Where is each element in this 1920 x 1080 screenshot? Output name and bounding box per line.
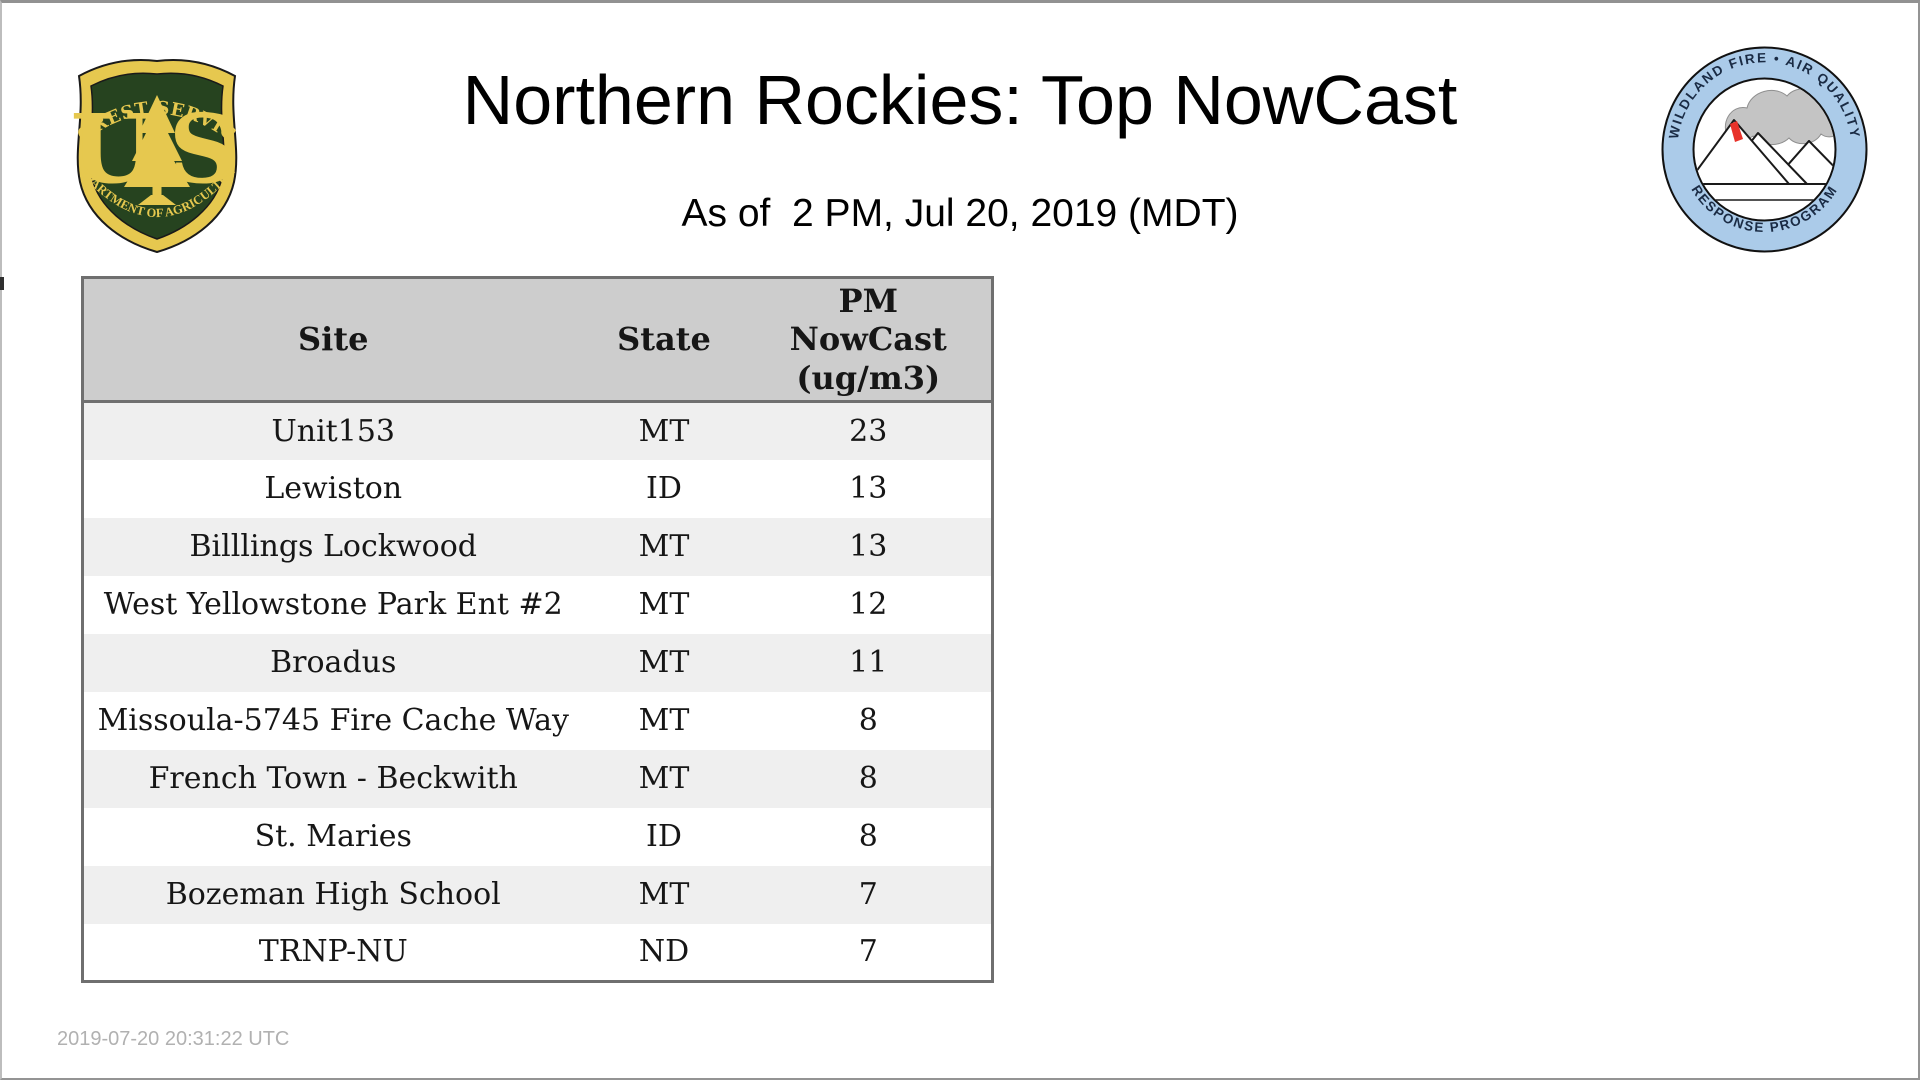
value-cell: 13 <box>849 529 888 564</box>
page-subtitle: As of 2 PM, Jul 20, 2019 (MDT) <box>681 192 1239 235</box>
value-cell: 8 <box>858 761 878 796</box>
table-row: Bozeman High School MT 7 <box>82 865 993 924</box>
page-title: Northern Rockies: Top NowCast <box>462 61 1458 139</box>
table-header: Site State PM NowCast (ug/m3) <box>82 277 993 402</box>
state-cell: MT <box>638 645 690 680</box>
table-row: West Yellowstone Park Ent #2 MT 12 <box>82 575 993 634</box>
value-cell: 8 <box>858 819 878 854</box>
site-cell: French Town - Beckwith <box>148 761 518 796</box>
generation-timestamp: 2019-07-20 20:31:22 UTC <box>57 1028 290 1050</box>
value-cell: 23 <box>849 413 888 449</box>
table-row: French Town - Beckwith MT 8 <box>82 749 993 808</box>
value-cell: 7 <box>858 934 878 970</box>
nowcast-table: Site State PM NowCast (ug/m3) Unit153 MT… <box>81 276 994 983</box>
column-header-pm-nowcast: PM NowCast (ug/m3) <box>789 281 947 397</box>
state-cell: MT <box>638 703 690 738</box>
value-cell: 12 <box>849 587 888 622</box>
value-cell: 11 <box>849 645 888 680</box>
table-row: St. Maries ID 8 <box>82 807 993 866</box>
site-cell: Bozeman High School <box>165 877 501 912</box>
state-cell: MT <box>638 761 690 796</box>
state-cell: ID <box>646 819 682 854</box>
flame-icon <box>1730 121 1743 142</box>
screen-edge-artifact <box>0 277 4 290</box>
value-cell: 13 <box>849 471 888 506</box>
value-cell: 8 <box>858 703 878 738</box>
table-row: Missoula-5745 Fire Cache Way MT 8 <box>82 691 993 750</box>
table-row: Broadus MT 11 <box>82 633 993 692</box>
table-header-row: Site State PM NowCast (ug/m3) <box>82 277 993 402</box>
site-cell: Unit153 <box>271 413 395 449</box>
site-cell: West Yellowstone Park Ent #2 <box>103 587 563 622</box>
table-row: Unit153 MT 23 <box>82 401 993 460</box>
state-cell: MT <box>638 413 690 449</box>
forest-service-logo: FOREST SERVICE U S DEPARTMENT OF AGRICUL… <box>62 45 239 254</box>
site-cell: Broadus <box>270 645 397 680</box>
state-cell: MT <box>638 529 690 564</box>
column-header-state: State <box>617 320 711 359</box>
site-cell: Lewiston <box>264 471 403 506</box>
state-cell: ID <box>646 471 682 506</box>
table-row: TRNP-NU ND 7 <box>82 923 993 982</box>
site-cell: St. Maries <box>254 819 412 854</box>
site-cell: TRNP-NU <box>258 934 408 970</box>
site-cell: Missoula-5745 Fire Cache Way <box>97 703 569 738</box>
state-cell: MT <box>638 877 690 912</box>
table-row: Billlings Lockwood MT 13 <box>82 517 993 576</box>
site-cell: Billlings Lockwood <box>189 529 477 564</box>
state-cell: MT <box>638 587 690 622</box>
wildland-fire-air-quality-badge: WILDLAND FIRE • AIR QUALITY RESPONSE PRO… <box>1661 46 1868 253</box>
value-cell: 7 <box>858 877 878 912</box>
table-row: Lewiston ID 13 <box>82 459 993 518</box>
column-header-site: Site <box>298 320 369 359</box>
state-cell: ND <box>638 934 690 970</box>
pine-tree-icon <box>124 95 190 205</box>
